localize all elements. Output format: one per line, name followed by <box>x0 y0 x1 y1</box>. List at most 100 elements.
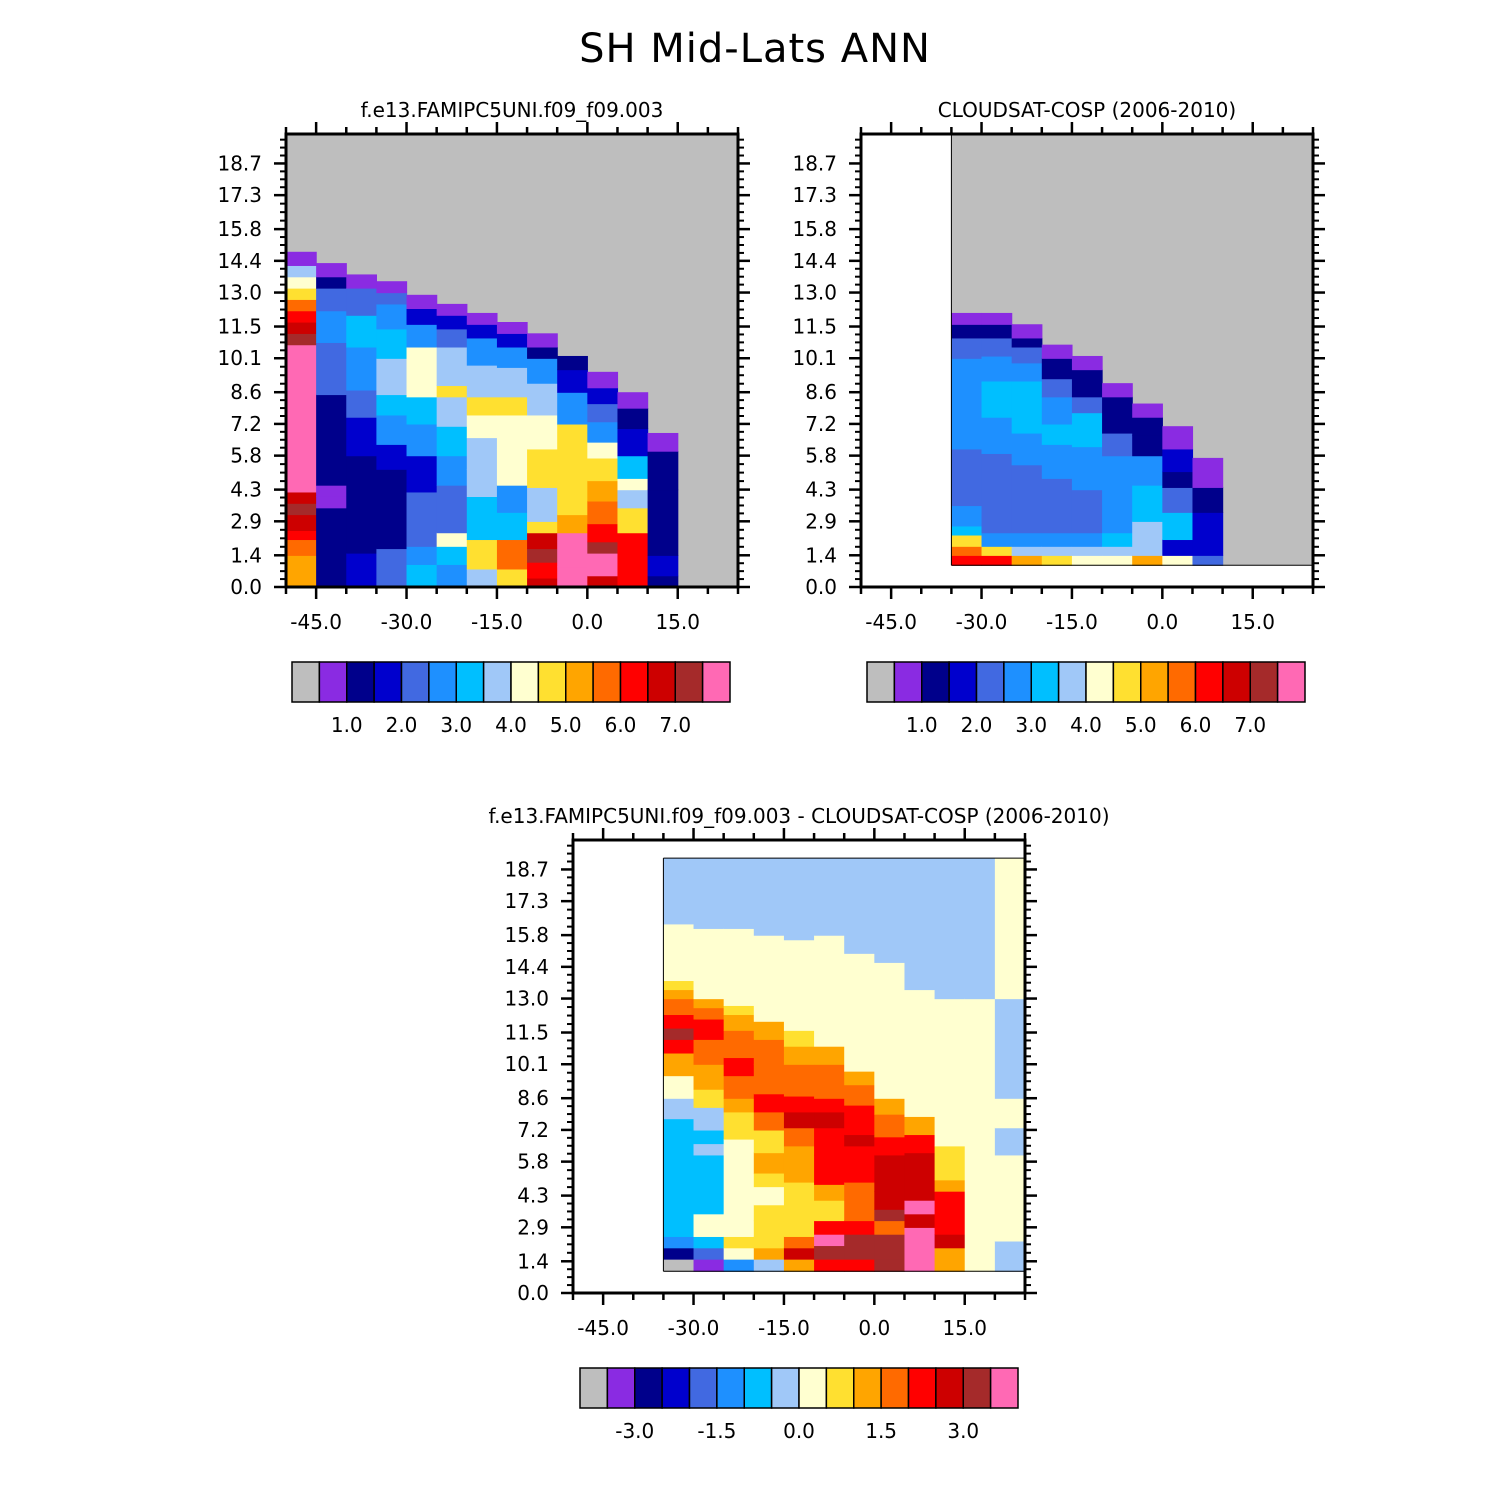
colorbar-label: 2.0 <box>386 713 418 737</box>
heatmap-cell <box>663 980 695 991</box>
heatmap-cell <box>587 371 619 389</box>
y-tick-label: 1.4 <box>517 1249 549 1273</box>
heatmap-cell <box>1041 478 1073 534</box>
heatmap-cell <box>723 1138 755 1215</box>
heatmap-cell <box>904 858 936 991</box>
heatmap-cell <box>527 414 558 450</box>
heatmap-cell <box>723 1213 755 1237</box>
heatmap-cell <box>1041 344 1073 359</box>
y-tick-label: 18.7 <box>504 857 549 881</box>
heatmap-cell <box>557 566 588 587</box>
heatmap-cell <box>346 455 377 554</box>
heatmap-cell <box>617 428 649 457</box>
heatmap-cell <box>376 548 408 587</box>
colorbar-label: 6.0 <box>1180 713 1212 737</box>
heatmap-cell <box>951 525 983 536</box>
colorbar-swatch <box>1194 661 1224 703</box>
heatmap-cell <box>406 324 438 348</box>
heatmap-cell <box>753 1204 785 1222</box>
x-tick-label: 0.0 <box>858 1316 890 1340</box>
heatmap-cell <box>1071 532 1103 547</box>
heatmap-cell <box>1162 555 1194 566</box>
heatmap-cell <box>376 328 408 359</box>
heatmap-cell <box>663 858 695 925</box>
panel-observations: CLOUDSAT-COSP (2006-2010) 0.0 1.4 2.9 4.3 5.8… <box>792 98 1325 737</box>
heatmap-cell <box>466 523 498 541</box>
heatmap-cell <box>663 1259 695 1272</box>
y-tick-label: 13.0 <box>217 281 262 305</box>
y-tick-label: 10.1 <box>504 1052 549 1076</box>
heatmap-cell <box>1162 426 1194 450</box>
heatmap-cell <box>783 1166 815 1183</box>
heatmap-cell <box>981 337 1013 357</box>
y-tick-label: 11.5 <box>217 315 262 339</box>
heatmap-cell <box>406 308 438 325</box>
colorbar-swatch <box>400 661 430 703</box>
heatmap-cell <box>1192 487 1224 513</box>
heatmap-cell <box>466 396 498 416</box>
x-tick-label: -30.0 <box>381 610 433 634</box>
heatmap-cell <box>346 315 377 348</box>
colorbar-swatch <box>318 661 348 703</box>
colorbar-swatch <box>716 1367 745 1409</box>
heatmap-cell <box>527 548 558 563</box>
heatmap-cell <box>981 546 1013 556</box>
y-tick-label: 7.2 <box>517 1118 549 1142</box>
colorbar-label: 1.0 <box>331 713 363 737</box>
heatmap-cell <box>934 858 966 1000</box>
heatmap-cell <box>617 408 649 430</box>
heatmap-cell <box>874 975 906 1099</box>
heatmap-cell <box>723 1014 755 1031</box>
heatmap-cell <box>783 1095 815 1113</box>
heatmap-cell <box>436 303 468 316</box>
heatmap-cell <box>844 1259 875 1272</box>
heatmap-cell <box>587 457 619 482</box>
colorbar-swatch <box>619 661 649 703</box>
heatmap-cell <box>466 437 498 470</box>
y-tick-label: 17.3 <box>217 183 262 207</box>
heatmap-cell <box>406 396 438 425</box>
heatmap-cell <box>814 1098 845 1113</box>
plot-area <box>286 134 738 587</box>
heatmap-cell <box>496 414 528 450</box>
heatmap-cell <box>1071 446 1103 491</box>
heatmap-cell <box>693 1089 725 1108</box>
panel-model: f.e13.FAMIPC5UNI.f09_f09.003 0.0 1.4 2.9 4.3… <box>217 98 750 737</box>
heatmap-cell <box>994 858 1025 1000</box>
colorbar-label: 5.0 <box>1125 713 1157 737</box>
colorbar-swatch <box>948 661 978 703</box>
heatmap-cell <box>436 564 468 587</box>
y-tick-label: 8.6 <box>805 380 837 404</box>
heatmap-cell <box>994 1240 1025 1272</box>
colorbar: 1.0 2.0 3.0 4.0 5.0 6.0 7.0 <box>866 661 1306 737</box>
heatmap-cell <box>316 288 347 312</box>
y-tick-label: 15.8 <box>217 217 262 241</box>
y-tick-label: 5.8 <box>517 1150 549 1174</box>
heatmap-cell <box>693 1177 725 1215</box>
heatmap-cell <box>1071 369 1103 398</box>
heatmap-cell <box>316 485 347 497</box>
heatmap-cell <box>496 333 528 348</box>
heatmap-cell <box>1011 337 1043 348</box>
heatmap-cell <box>951 312 983 325</box>
heatmap-cell <box>316 394 347 486</box>
heatmap-cell <box>587 387 619 405</box>
heatmap-cell <box>286 310 317 323</box>
heatmap-cell <box>723 1098 755 1113</box>
heatmap-cell <box>346 288 377 316</box>
heatmap-cell <box>617 455 649 479</box>
heatmap-cell <box>587 575 619 587</box>
y-tick-label: 8.6 <box>230 380 262 404</box>
heatmap-cell <box>346 553 377 587</box>
heatmap-cell <box>951 324 983 339</box>
colorbar-swatch <box>674 661 704 703</box>
heatmap-cell <box>693 1064 725 1090</box>
heatmap-cell <box>647 489 679 556</box>
y-tick-label: 14.4 <box>504 955 549 979</box>
heatmap-cell <box>436 532 468 547</box>
colorbar-swatch <box>510 661 540 703</box>
colorbar-swatch <box>701 661 731 703</box>
heatmap-cell <box>557 355 588 371</box>
colorbar-label: 7.0 <box>659 713 691 737</box>
heatmap-cell <box>964 998 996 1272</box>
